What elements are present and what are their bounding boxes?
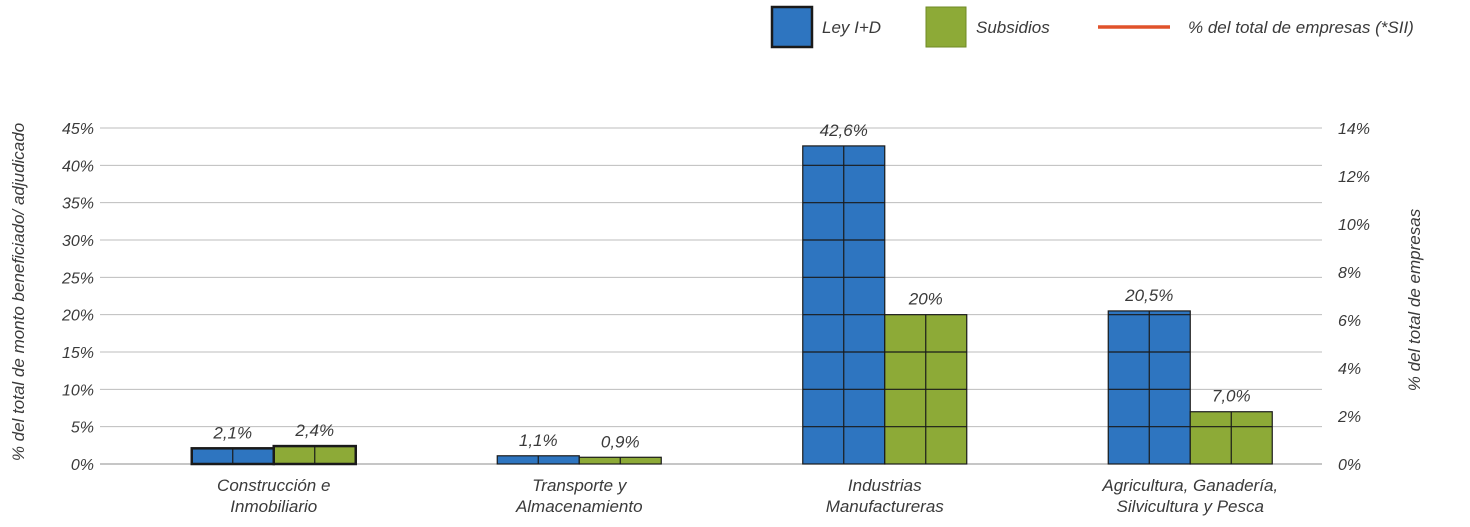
y-axis-left: 0% 5% 10% 15% 20% 25% 30% 35% 40% 45% bbox=[61, 121, 94, 474]
legend: Ley I+D Subsidios % del total de empresa… bbox=[770, 5, 1414, 49]
category-label: Construcción e Inmobiliario bbox=[217, 476, 330, 516]
data-labels: 2,1% 2,4% 1,1% 0,9% 42,6% 20% 20,5% 7,0% bbox=[212, 121, 1250, 451]
bars bbox=[190, 145, 1273, 466]
legend-label-subsidios: Subsidios bbox=[976, 18, 1050, 37]
category-label-line: Inmobiliario bbox=[230, 497, 317, 516]
y-tick-label: 25% bbox=[61, 270, 94, 287]
y-tick-label: 15% bbox=[62, 345, 94, 362]
category-label-line: Transporte y bbox=[532, 476, 628, 495]
y-tick-label: 10% bbox=[62, 382, 94, 399]
y-tick-label: 40% bbox=[62, 158, 94, 175]
y2-tick-label: 0% bbox=[1338, 457, 1361, 474]
legend-swatch-ley bbox=[770, 5, 814, 49]
y-tick-label: 5% bbox=[71, 420, 94, 437]
legend-label-ley: Ley I+D bbox=[822, 18, 881, 37]
data-label: 1,1% bbox=[519, 431, 558, 450]
category-label-line: Agricultura, Ganadería, bbox=[1101, 476, 1278, 495]
data-label: 7,0% bbox=[1212, 387, 1251, 406]
y-tick-label: 20% bbox=[61, 308, 94, 325]
category-label: Industrias Manufactureras bbox=[826, 476, 945, 516]
category-label-line: Construcción e bbox=[217, 476, 330, 495]
y-axis-title-left: % del total de monto beneficiado/ adjudi… bbox=[9, 123, 28, 461]
category-label: Transporte y Almacenamiento bbox=[515, 476, 643, 516]
category-label: Agricultura, Ganadería, Silvicultura y Pe… bbox=[1101, 476, 1278, 516]
data-label: 20,5% bbox=[1124, 286, 1173, 305]
y-tick-label: 30% bbox=[62, 233, 94, 250]
y2-tick-label: 6% bbox=[1338, 313, 1361, 330]
y-axis-title-right: % del total de empresas bbox=[1405, 208, 1424, 391]
y-tick-label: 35% bbox=[62, 196, 94, 213]
y2-tick-label: 10% bbox=[1338, 217, 1370, 234]
data-label: 42,6% bbox=[820, 121, 868, 140]
y2-tick-label: 12% bbox=[1338, 169, 1370, 186]
data-label: 0,9% bbox=[601, 432, 640, 451]
data-label: 2,4% bbox=[294, 421, 334, 440]
y-tick-label: 45% bbox=[62, 121, 94, 138]
y2-tick-label: 4% bbox=[1338, 361, 1361, 378]
data-label: 2,1% bbox=[212, 423, 252, 442]
category-label-line: Almacenamiento bbox=[515, 497, 643, 516]
legend-swatch-subsidios bbox=[925, 6, 967, 48]
y2-tick-label: 2% bbox=[1337, 409, 1361, 426]
category-label-line: Industrias bbox=[848, 476, 922, 495]
y2-tick-label: 8% bbox=[1338, 265, 1361, 282]
legend-label-sii: % del total de empresas (*SII) bbox=[1188, 18, 1414, 37]
category-label-line: Manufactureras bbox=[826, 497, 945, 516]
category-labels: Construcción e Inmobiliario Transporte y Al… bbox=[217, 476, 1278, 516]
category-label-line: Silvicultura y Pesca bbox=[1117, 497, 1264, 516]
y-axis-right: 0% 2% 4% 6% 8% 10% 12% 14% bbox=[1337, 121, 1370, 474]
y-tick-label: 0% bbox=[71, 457, 94, 474]
data-label: 20% bbox=[908, 290, 943, 309]
y2-tick-label: 14% bbox=[1338, 121, 1370, 138]
